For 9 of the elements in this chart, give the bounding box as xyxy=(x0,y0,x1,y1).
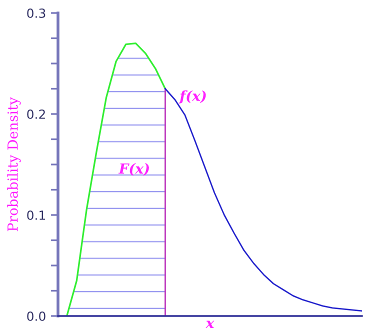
y-tick-label: 0.3 xyxy=(27,8,46,18)
y-tick-label: 0.1 xyxy=(27,210,46,220)
y-tick-label: 0.0 xyxy=(27,311,46,321)
line-series xyxy=(164,88,362,312)
annotation: F(x) xyxy=(118,163,149,176)
x-axis-title: x xyxy=(206,320,214,328)
annotation: f(x) xyxy=(178,90,206,104)
y-tick-label: 0.2 xyxy=(27,109,45,119)
y-axis-title: Probability Density xyxy=(7,97,21,232)
